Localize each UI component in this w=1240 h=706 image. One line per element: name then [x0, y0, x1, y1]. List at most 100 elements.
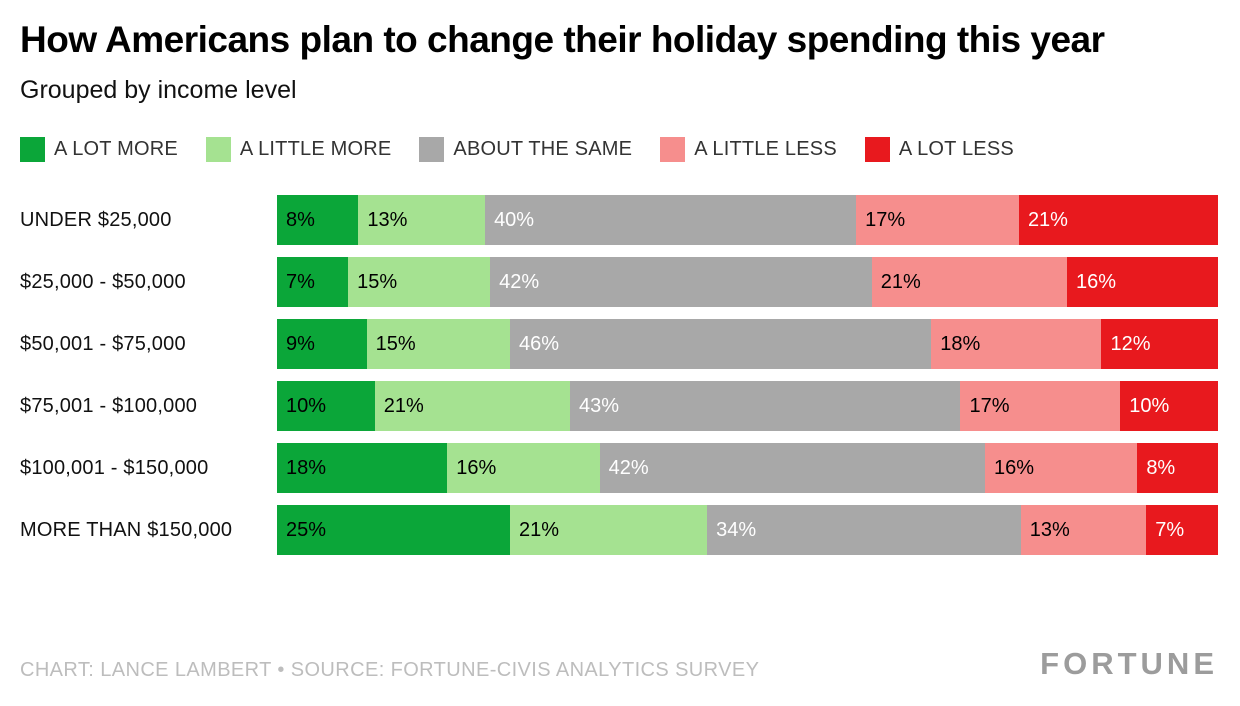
segment-value-label: 16% [993, 456, 1034, 479]
bar-segment: 21% [374, 381, 571, 432]
segment-value-label: 17% [865, 208, 906, 231]
bar-segment: 21% [510, 505, 708, 556]
segment-value-label: 42% [499, 270, 540, 293]
segment-value-label: 43% [579, 394, 620, 417]
chart-row: MORE THAN $150,000 25% 21% 34% 13% 7% [20, 505, 1218, 556]
bar-segment: 43% [570, 381, 961, 432]
bar-segment: 21% [1018, 195, 1218, 246]
bar-segment: 16% [1067, 257, 1218, 308]
segment-value-label: 40% [494, 208, 535, 231]
stacked-bar: 18% 16% 42% 16% 8% [277, 443, 1218, 494]
segment-value-label: 10% [286, 394, 327, 417]
bar-segment: 17% [856, 195, 1019, 246]
chart-row: $25,000 - $50,000 7% 15% 42% 21% 16% [20, 257, 1218, 308]
row-label: $25,000 - $50,000 [20, 270, 186, 293]
legend-label: A LOT MORE [54, 138, 178, 161]
segment-value-label: 16% [456, 456, 497, 479]
bar-segment: 8% [1137, 443, 1218, 494]
segment-value-label: 8% [286, 208, 315, 231]
bar-segment: 13% [358, 195, 486, 246]
segment-value-label: 13% [1029, 518, 1070, 541]
legend-swatch-icon [419, 137, 445, 163]
bar-segment: 12% [1101, 319, 1218, 370]
stacked-bar-chart: UNDER $25,000 8% 13% 40% 17% 21% $25,000 - $50… [20, 195, 1219, 567]
bar-segment: 16% [984, 443, 1138, 494]
segment-value-label: 7% [286, 270, 315, 293]
bar-segment: 34% [707, 505, 1021, 556]
page-title: How Americans plan to change their holid… [20, 19, 1105, 60]
legend-item: A LOT MORE [20, 137, 178, 163]
bar-segment: 17% [960, 381, 1121, 432]
segment-value-label: 25% [286, 518, 327, 541]
segment-value-label: 12% [1110, 332, 1151, 355]
legend-item: A LITTLE MORE [205, 137, 392, 163]
bar-segment: 10% [1120, 381, 1219, 432]
legend-label: ABOUT THE SAME [453, 138, 633, 161]
stacked-bar: 10% 21% 43% 17% 10% [277, 381, 1219, 432]
segment-value-label: 21% [383, 394, 424, 417]
footer: CHART: LANCE LAMBERT • SOURCE: FORTUNE-C… [20, 646, 1218, 688]
segment-value-label: 21% [880, 270, 921, 293]
row-label: $100,001 - $150,000 [20, 456, 209, 479]
segment-value-label: 46% [519, 332, 560, 355]
chart-row: $50,001 - $75,000 9% 15% 46% 18% 12% [20, 319, 1218, 370]
bar-segment: 46% [510, 319, 932, 370]
segment-value-label: 15% [357, 270, 398, 293]
page-subtitle: Grouped by income level [20, 76, 297, 105]
stacked-bar: 7% 15% 42% 21% 16% [277, 257, 1218, 308]
legend-label: A LOT LESS [898, 138, 1014, 161]
segment-value-label: 21% [519, 518, 560, 541]
segment-value-label: 34% [716, 518, 757, 541]
bar-segment: 8% [277, 195, 359, 246]
row-label: $75,001 - $100,000 [20, 394, 198, 417]
bar-segment: 42% [490, 257, 872, 308]
segment-value-label: 18% [940, 332, 981, 355]
segment-value-label: 16% [1076, 270, 1117, 293]
bar-segment: 42% [599, 443, 985, 494]
segment-value-label: 13% [367, 208, 408, 231]
bar-segment: 40% [485, 195, 857, 246]
bar-segment: 18% [277, 443, 448, 494]
bar-segment: 10% [277, 381, 375, 432]
legend-swatch-icon [205, 137, 231, 163]
bar-segment: 15% [348, 257, 491, 308]
legend-swatch-icon [660, 137, 686, 163]
segment-value-label: 7% [1155, 518, 1185, 541]
segment-value-label: 8% [1146, 456, 1176, 479]
legend: A LOT MORE A LITTLE MORE ABOUT THE SAME A L… [20, 137, 1218, 163]
chart-row: $75,001 - $100,000 10% 21% 43% 17% 10% [20, 381, 1219, 432]
legend-label: A LITTLE MORE [239, 138, 392, 161]
row-label: MORE THAN $150,000 [20, 518, 233, 541]
legend-item: A LITTLE LESS [660, 137, 837, 163]
legend-label: A LITTLE LESS [694, 138, 837, 161]
bar-segment: 15% [366, 319, 511, 370]
stacked-bar: 25% 21% 34% 13% 7% [277, 505, 1218, 556]
bar-segment: 9% [277, 319, 367, 370]
segment-value-label: 10% [1129, 394, 1170, 417]
row-label: UNDER $25,000 [20, 208, 172, 231]
bar-segment: 16% [447, 443, 600, 494]
segment-value-label: 42% [608, 456, 649, 479]
bar-segment: 25% [277, 505, 510, 556]
segment-value-label: 18% [286, 456, 327, 479]
chart-row: $100,001 - $150,000 18% 16% 42% 16% 8% [20, 443, 1218, 494]
legend-swatch-icon [20, 137, 45, 163]
segment-value-label: 9% [286, 332, 315, 355]
segment-value-label: 17% [969, 394, 1010, 417]
bar-segment: 13% [1020, 505, 1147, 556]
legend-item: A LOT LESS [864, 137, 1014, 163]
legend-swatch-icon [864, 137, 890, 163]
segment-value-label: 15% [375, 332, 416, 355]
segment-value-label: 21% [1027, 208, 1068, 231]
bar-segment: 7% [1146, 505, 1218, 556]
stacked-bar: 9% 15% 46% 18% 12% [277, 319, 1218, 370]
chart-row: UNDER $25,000 8% 13% 40% 17% 21% [20, 195, 1218, 246]
stacked-bar: 8% 13% 40% 17% 21% [277, 195, 1218, 246]
credit-text: CHART: LANCE LAMBERT • SOURCE: FORTUNE-C… [20, 659, 760, 681]
legend-item: ABOUT THE SAME [419, 137, 633, 163]
bar-segment: 18% [931, 319, 1102, 370]
bar-segment: 7% [277, 257, 349, 308]
fortune-logo: FORTUNE [1040, 646, 1218, 681]
row-label: $50,001 - $75,000 [20, 332, 186, 355]
